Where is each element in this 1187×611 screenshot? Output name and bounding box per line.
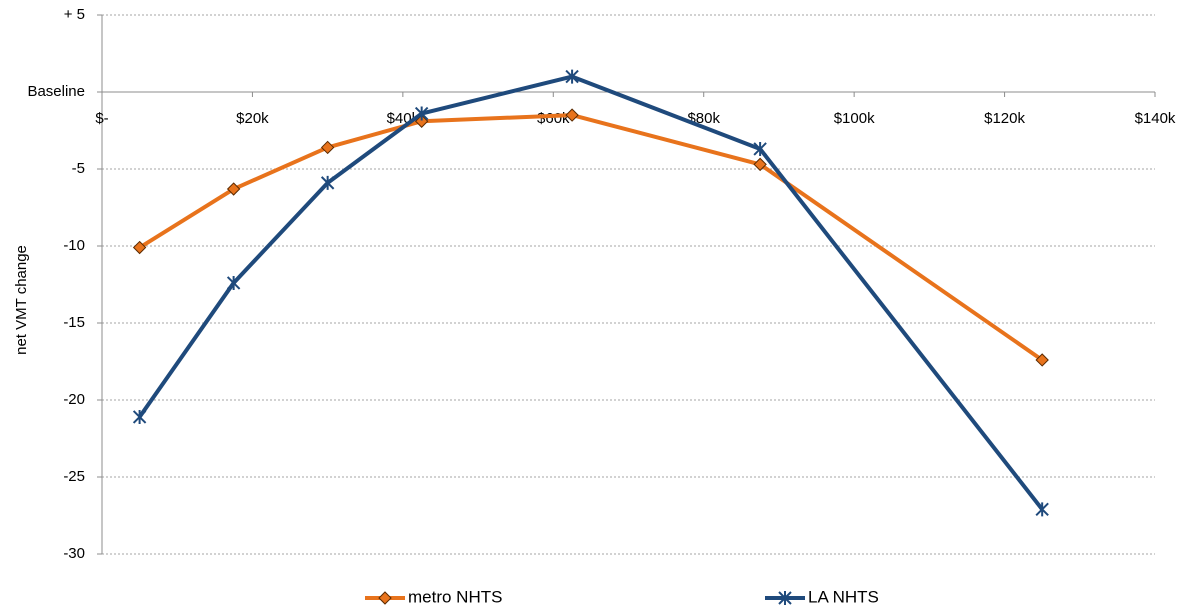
y-tick-label: -10 xyxy=(63,237,85,254)
data-point xyxy=(565,69,579,84)
data-point xyxy=(226,275,241,290)
data-point xyxy=(1035,502,1049,517)
data-point xyxy=(753,157,767,172)
x-tick-label: $100k xyxy=(834,110,875,127)
data-point xyxy=(414,114,429,128)
legend-marker xyxy=(778,591,792,605)
series-line xyxy=(137,74,1044,511)
data-point xyxy=(320,140,335,155)
y-axis-label: net VMT change xyxy=(13,245,30,355)
y-tick-label: + 5 xyxy=(64,6,85,23)
x-tick-label: $60k xyxy=(537,110,570,127)
data-point xyxy=(132,409,147,424)
data-point xyxy=(565,108,579,122)
data-point xyxy=(132,240,147,255)
y-tick-label: -30 xyxy=(63,545,85,562)
y-tick-label: -20 xyxy=(63,391,85,408)
data-point xyxy=(226,182,241,196)
x-tick-label: $20k xyxy=(236,110,269,127)
data-point xyxy=(1035,353,1049,367)
legend-label: LA NHTS xyxy=(808,587,879,606)
y-tick-label: Baseline xyxy=(27,83,85,100)
y-tick-label: -15 xyxy=(63,314,85,331)
y-tick-label: -25 xyxy=(63,468,85,485)
x-tick-label: $140k xyxy=(1135,110,1176,127)
legend-label: metro NHTS xyxy=(408,587,502,606)
data-point xyxy=(753,141,767,156)
legend-marker xyxy=(378,591,392,605)
data-point xyxy=(320,175,335,190)
y-tick-label: -5 xyxy=(72,160,85,177)
x-tick-label: $120k xyxy=(984,110,1025,127)
x-tick-label: $- xyxy=(95,110,108,127)
data-point xyxy=(414,106,429,121)
